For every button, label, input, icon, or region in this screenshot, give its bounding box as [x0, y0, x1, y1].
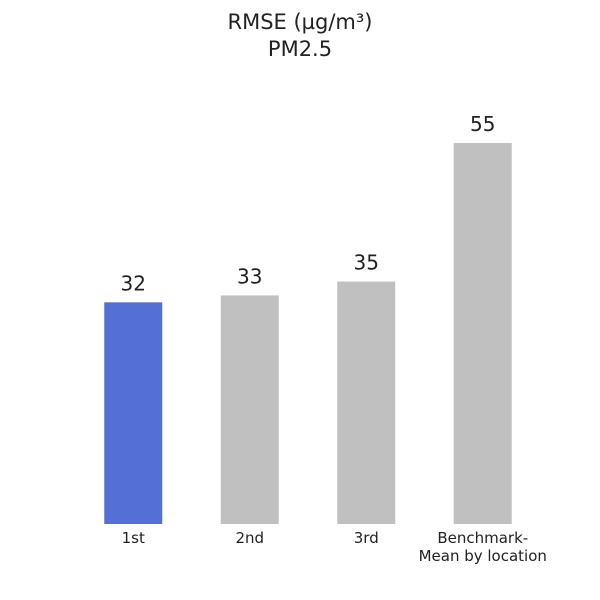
value-label: 35 [354, 251, 379, 275]
chart-subtitle: PM2.5 [267, 37, 333, 61]
chart-title: RMSE (µg/m³) [227, 10, 373, 34]
x-tick-label: Benchmark- Mean by location [418, 529, 547, 565]
value-label: 32 [121, 271, 146, 295]
bar [453, 143, 512, 524]
x-tick-label: 3rd [353, 529, 379, 547]
bar [220, 295, 279, 524]
x-tick-label: 2nd [235, 529, 265, 547]
bar [104, 302, 163, 524]
value-label: 33 [237, 264, 262, 288]
x-tick-label: 1st [121, 529, 145, 547]
value-label: 55 [470, 112, 495, 136]
bar [337, 281, 396, 524]
